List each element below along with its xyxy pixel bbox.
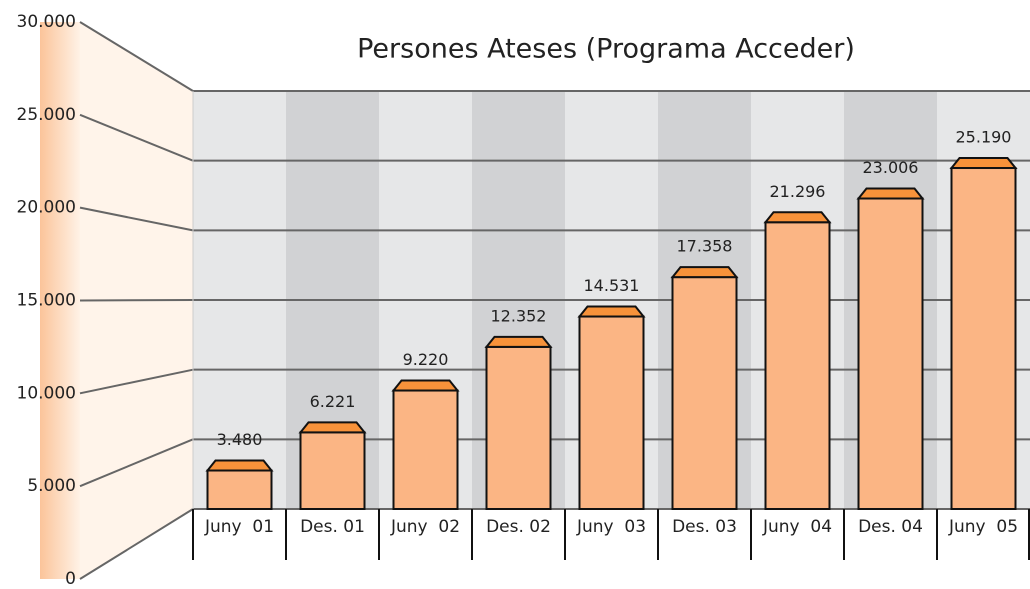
- x-tick-label: Juny 04: [762, 517, 832, 537]
- value-label: 17.358: [677, 237, 733, 256]
- chart-title: Persones Ateses (Programa Acceder): [357, 34, 855, 65]
- x-tick-label: Des. 04: [858, 517, 923, 537]
- bar-cap: [391, 379, 460, 392]
- tick-line: [79, 21, 194, 92]
- bar-cap: [577, 305, 646, 318]
- bar: [485, 345, 552, 511]
- tick-line: [79, 438, 194, 488]
- bar: [206, 469, 273, 510]
- bar: [299, 431, 366, 511]
- y-tick-label: 5.000: [27, 476, 76, 496]
- bar: [950, 167, 1017, 510]
- y-tick-label: 30.000: [17, 12, 76, 32]
- bar: [671, 276, 738, 510]
- value-label: 14.531: [584, 276, 640, 295]
- axis-band: [40, 22, 80, 579]
- x-tick-label: Des. 01: [300, 517, 365, 537]
- x-tick-label: Juny 05: [948, 517, 1018, 537]
- x-tick-label: Juny 03: [576, 517, 646, 537]
- y-tick-label: 20.000: [17, 198, 76, 218]
- bar: [392, 389, 459, 510]
- bar-cap: [298, 421, 367, 434]
- tick-line: [79, 113, 194, 162]
- x-tick-label: Des. 02: [486, 517, 551, 537]
- tick-line: [79, 206, 194, 232]
- bar-cap: [763, 211, 832, 224]
- bar-cap: [856, 187, 925, 200]
- tick-line: [79, 508, 194, 580]
- bar-cap: [949, 157, 1018, 170]
- y-tick-label: 25.000: [17, 105, 76, 125]
- bar: [578, 315, 645, 510]
- bar: [857, 197, 924, 510]
- value-label: 3.480: [217, 430, 263, 449]
- value-label: 23.006: [863, 158, 919, 177]
- x-tick-label: Des. 03: [672, 517, 737, 537]
- tick-line: [79, 299, 194, 302]
- value-label: 6.221: [310, 392, 356, 411]
- value-label: 12.352: [491, 306, 547, 325]
- bar: [764, 221, 831, 510]
- value-label: 9.220: [403, 350, 449, 369]
- bar-cap: [670, 266, 739, 279]
- bar-cap: [484, 335, 553, 348]
- x-tick-label: Juny 01: [204, 517, 274, 537]
- value-label: 21.296: [770, 182, 826, 201]
- x-tick-label: Juny 02: [390, 517, 460, 537]
- bar-cap: [205, 459, 274, 472]
- y-tick-label: 0: [65, 569, 76, 589]
- y-tick-label: 15.000: [17, 291, 76, 311]
- tick-line: [79, 368, 194, 395]
- value-label: 25.190: [956, 128, 1012, 147]
- y-tick-label: 10.000: [17, 383, 76, 403]
